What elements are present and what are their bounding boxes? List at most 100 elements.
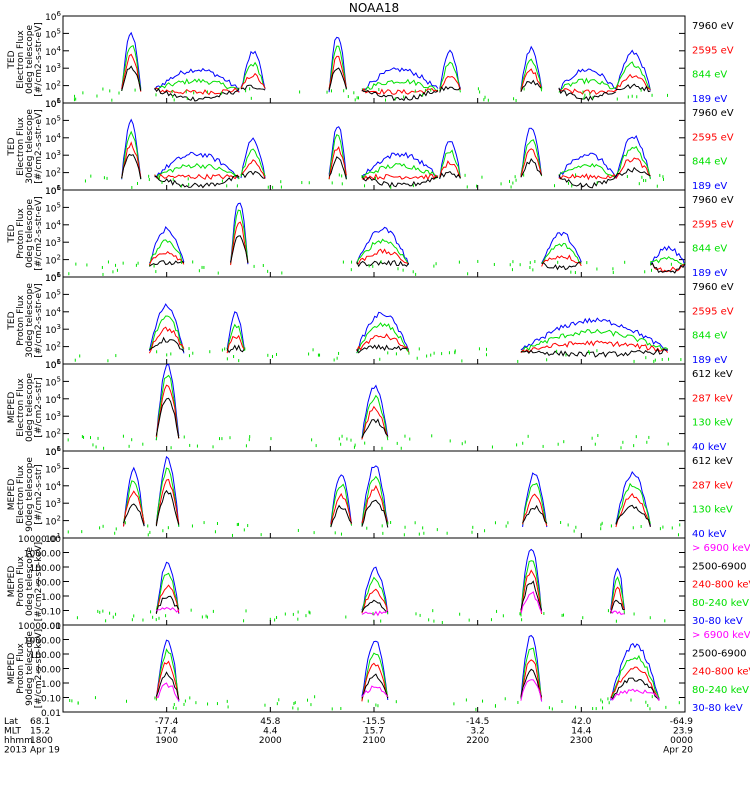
series-line	[230, 209, 249, 264]
series-line	[615, 83, 651, 93]
y-tick-label: 106	[45, 10, 61, 23]
series-line	[361, 566, 389, 614]
x-axis-value: 17.4	[157, 727, 177, 737]
series-line	[154, 67, 240, 93]
series-line	[520, 591, 543, 615]
series-line	[155, 660, 180, 700]
series-line	[610, 576, 625, 615]
x-axis-row-label: 2013	[4, 746, 27, 756]
series-line	[615, 73, 651, 92]
series-line	[154, 151, 240, 179]
legend-entry: 287 keV	[692, 480, 733, 491]
legend-entry: 2500-6900	[692, 561, 747, 572]
series-line	[155, 671, 180, 701]
series-line	[615, 157, 651, 179]
y-axis-label-line: MEPED	[7, 479, 17, 511]
x-axis-value: 14.4	[571, 727, 591, 737]
series-line	[439, 85, 461, 93]
series-line	[226, 344, 245, 354]
y-axis-label-line: TED	[7, 311, 17, 330]
series-line	[356, 333, 410, 353]
y-tick-label: 0.10	[41, 608, 61, 618]
y-axis-label-line: [#/cm2-s-str-eV]	[34, 283, 44, 358]
y-tick-label: 106	[45, 445, 61, 458]
y-axis-label-line: Proton Flux	[16, 295, 26, 346]
series-line	[520, 317, 668, 352]
series-line	[240, 84, 266, 91]
panel-8: 0.010.101.0010.00100.001000.0010000.00ME…	[7, 622, 750, 719]
series-line	[156, 607, 180, 613]
y-axis-label-line: [#/cm2-s-str]	[34, 464, 44, 524]
y-tick-label: 100.00	[30, 651, 62, 661]
series-line	[155, 489, 180, 527]
series-line	[520, 679, 543, 702]
series-line	[121, 141, 142, 179]
series-line	[558, 152, 617, 178]
y-tick-label: 105	[45, 288, 61, 301]
series-line	[610, 586, 625, 613]
y-tick-label: 104	[45, 219, 61, 232]
legend-entry: 2595 eV	[692, 45, 734, 56]
series-line	[154, 87, 240, 102]
series-line	[558, 173, 617, 181]
series-line	[361, 588, 389, 614]
x-axis-value: 45.8	[260, 717, 280, 727]
series-line	[330, 483, 352, 527]
series-line	[240, 148, 266, 177]
y-axis-label-line: 0deg telescope	[25, 199, 35, 269]
series-line	[240, 170, 266, 179]
series-line	[520, 647, 543, 700]
series-line	[123, 480, 145, 524]
series-line	[155, 561, 180, 614]
x-axis-value: 15.7	[364, 727, 384, 737]
series-line	[522, 493, 548, 527]
y-tick-label: 1000.00	[24, 550, 61, 560]
y-tick-label: 103	[45, 149, 61, 162]
series-line	[149, 260, 185, 267]
x-axis-value: Apr 20	[663, 746, 693, 756]
legend-entry: 240-800 keV	[692, 667, 750, 678]
x-axis-value: 2100	[363, 736, 386, 746]
x-axis-value: 23.9	[673, 727, 693, 737]
series-line	[615, 504, 651, 528]
legend-entry: 189 eV	[692, 355, 727, 366]
y-axis-label-line: 0deg telescope	[25, 25, 35, 95]
series-line	[121, 53, 142, 92]
series-line	[558, 174, 617, 189]
legend-entry: 2595 eV	[692, 306, 734, 317]
x-axis-value: 2000	[259, 736, 282, 746]
series-line	[541, 242, 582, 264]
series-line	[156, 682, 180, 701]
series-line	[361, 484, 389, 524]
series-line	[520, 348, 668, 358]
series-line	[121, 65, 142, 92]
legend-entry: 40 keV	[692, 442, 726, 453]
series-line	[615, 492, 651, 528]
x-axis-value: 68.1	[30, 717, 50, 727]
y-tick-label: 1.00	[41, 680, 61, 690]
series-line	[148, 326, 185, 354]
series-line	[520, 668, 543, 698]
series-line	[154, 87, 240, 96]
series-line	[650, 256, 686, 266]
series-line	[520, 45, 543, 90]
series-line	[615, 145, 651, 180]
y-axis-label: MEPEDProton Flux0deg telescope[#/cm2-s-s…	[7, 542, 44, 621]
series-line	[121, 45, 142, 91]
series-line	[123, 503, 145, 527]
series-line	[439, 49, 461, 90]
series-line	[615, 61, 651, 89]
y-tick-label: 105	[45, 462, 61, 475]
series-line	[520, 58, 543, 92]
series-line	[610, 642, 660, 701]
y-tick-label: 103	[45, 323, 61, 336]
series-line	[226, 311, 245, 350]
y-axis-label-line: 30deg telescope	[25, 109, 35, 184]
series-line	[121, 153, 142, 180]
series-line	[522, 472, 548, 528]
series-line	[520, 328, 668, 353]
series-line	[155, 595, 180, 615]
